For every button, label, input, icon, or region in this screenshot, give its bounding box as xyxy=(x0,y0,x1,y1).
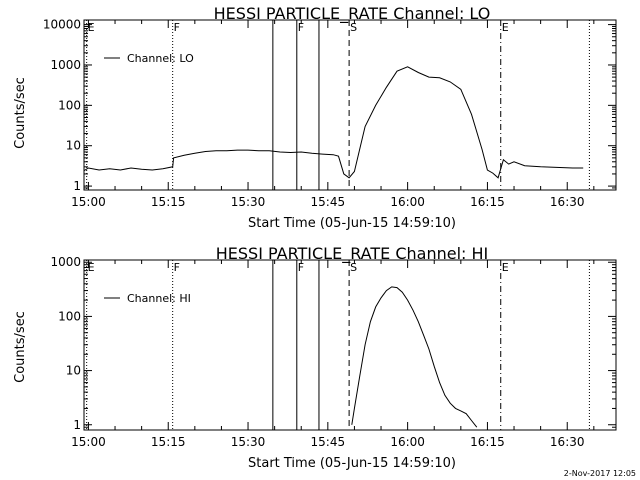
hi-series-line xyxy=(351,286,478,428)
hi-event-marker-label: E xyxy=(502,261,509,274)
lo-chart-title: HESSI PARTICLE_RATE Channel: LO xyxy=(214,4,491,24)
footer-timestamp: 2-Nov-2017 12:05 xyxy=(564,469,636,478)
lo-x-tick-label: 15:30 xyxy=(231,195,266,209)
hi-x-tick-label: 15:15 xyxy=(151,435,186,449)
hi-y-tick-label: 1000 xyxy=(50,255,81,269)
lo-x-tick-label: 16:30 xyxy=(550,195,585,209)
hi-chart-title: HESSI PARTICLE_RATE Channel: HI xyxy=(216,244,489,264)
hi-event-marker-label: S xyxy=(350,261,357,274)
lo-x-axis-label: Start Time (05-Jun-15 14:59:10) xyxy=(248,216,456,231)
hi-channel-panel: HESSI PARTICLE_RATE Channel: HI Start Ti… xyxy=(13,244,617,471)
lo-event-marker-label: E xyxy=(88,21,95,34)
hi-x-tick-label: 16:15 xyxy=(470,435,505,449)
lo-plot-frame xyxy=(83,19,617,191)
lo-legend-label: Channel: LO xyxy=(127,52,194,65)
lo-y-tick-label: 1000 xyxy=(50,58,81,72)
lo-x-tick-label: 16:00 xyxy=(390,195,425,209)
hi-y-tick-label: 100 xyxy=(58,309,81,323)
lo-event-marker-label: E xyxy=(502,21,509,34)
lo-x-tick-label: 16:15 xyxy=(470,195,505,209)
hi-event-marker-label: F xyxy=(298,261,304,274)
hi-x-tick-label: 15:30 xyxy=(231,435,266,449)
hi-legend-label: Channel: HI xyxy=(127,292,191,305)
lo-channel-panel: HESSI PARTICLE_RATE Channel: LO Start Ti… xyxy=(13,4,617,231)
hi-x-tick-label: 16:00 xyxy=(390,435,425,449)
hi-y-tick-label: 10 xyxy=(66,364,81,378)
lo-y-tick-label: 10000 xyxy=(43,18,81,32)
lo-y-tick-label: 10 xyxy=(66,139,81,153)
lo-y-tick-label: 100 xyxy=(58,98,81,112)
hi-plot-frame xyxy=(83,259,617,431)
hi-x-axis-label: Start Time (05-Jun-15 14:59:10) xyxy=(248,456,456,471)
lo-y-tick-label: 1 xyxy=(73,179,81,193)
lo-x-tick-label: 15:00 xyxy=(71,195,106,209)
lo-event-marker-label: F xyxy=(174,21,180,34)
hi-y-tick-label: 1 xyxy=(73,418,81,432)
hi-x-tick-label: 16:30 xyxy=(550,435,585,449)
hi-x-tick-label: 15:00 xyxy=(71,435,106,449)
lo-y-axis-label: Counts/sec xyxy=(13,77,28,149)
lo-x-tick-label: 15:45 xyxy=(311,195,346,209)
lo-series-line xyxy=(83,66,584,179)
lo-event-marker-label: F xyxy=(298,21,304,34)
hi-event-marker-label: E xyxy=(88,261,95,274)
hi-x-tick-label: 15:45 xyxy=(311,435,346,449)
hi-y-axis-label: Counts/sec xyxy=(13,311,28,383)
hi-event-marker-label: F xyxy=(174,261,180,274)
lo-x-tick-label: 15:15 xyxy=(151,195,186,209)
lo-event-marker-label: S xyxy=(350,21,357,34)
